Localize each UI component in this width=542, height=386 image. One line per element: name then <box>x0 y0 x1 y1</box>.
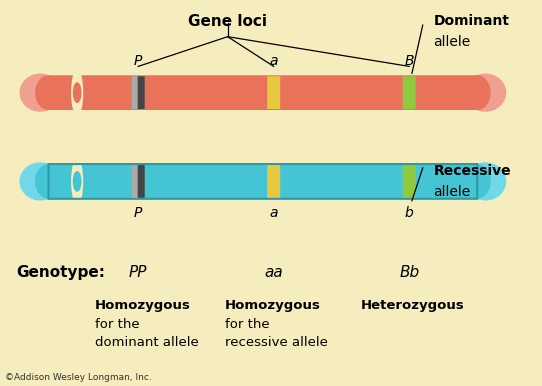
Text: recessive allele: recessive allele <box>225 336 328 349</box>
Ellipse shape <box>35 75 62 110</box>
Text: P: P <box>134 206 143 220</box>
Text: aa: aa <box>264 265 283 279</box>
Ellipse shape <box>20 73 61 112</box>
Text: allele: allele <box>434 185 471 199</box>
Ellipse shape <box>73 82 81 103</box>
FancyBboxPatch shape <box>49 75 478 110</box>
Text: P: P <box>134 54 143 68</box>
Text: Dominant: Dominant <box>434 14 509 27</box>
FancyBboxPatch shape <box>138 76 145 109</box>
Text: ©Addison Wesley Longman, Inc.: ©Addison Wesley Longman, Inc. <box>5 373 152 382</box>
FancyBboxPatch shape <box>132 76 139 109</box>
FancyBboxPatch shape <box>49 164 478 199</box>
Ellipse shape <box>465 73 506 112</box>
Ellipse shape <box>20 162 61 201</box>
Ellipse shape <box>73 171 81 192</box>
FancyBboxPatch shape <box>403 165 416 198</box>
Text: Gene loci: Gene loci <box>188 14 267 29</box>
Text: Genotype:: Genotype: <box>16 265 105 279</box>
Text: Homozygous: Homozygous <box>95 299 191 312</box>
Text: Recessive: Recessive <box>434 164 511 178</box>
Ellipse shape <box>71 69 83 116</box>
Text: PP: PP <box>129 265 147 279</box>
Ellipse shape <box>35 164 62 199</box>
Text: a: a <box>269 54 278 68</box>
Text: a: a <box>269 206 278 220</box>
Text: Homozygous: Homozygous <box>225 299 321 312</box>
Text: B: B <box>404 54 414 68</box>
Text: Heterozygous: Heterozygous <box>360 299 464 312</box>
Text: dominant allele: dominant allele <box>95 336 198 349</box>
FancyBboxPatch shape <box>267 165 280 198</box>
Text: for the: for the <box>225 318 269 331</box>
Text: allele: allele <box>434 35 471 49</box>
FancyBboxPatch shape <box>403 76 416 109</box>
FancyBboxPatch shape <box>132 165 139 198</box>
Ellipse shape <box>465 162 506 201</box>
Text: b: b <box>405 206 414 220</box>
Ellipse shape <box>464 164 491 199</box>
FancyBboxPatch shape <box>267 76 280 109</box>
FancyBboxPatch shape <box>138 165 145 198</box>
Text: Bb: Bb <box>399 265 420 279</box>
Ellipse shape <box>71 158 83 205</box>
Text: for the: for the <box>95 318 139 331</box>
Ellipse shape <box>464 75 491 110</box>
